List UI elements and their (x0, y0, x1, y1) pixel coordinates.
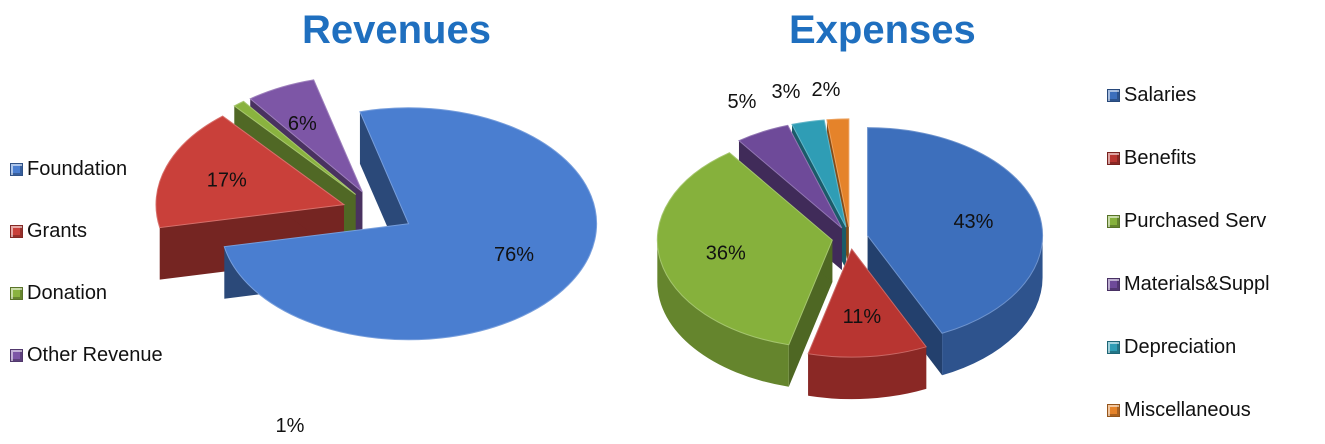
revenues-data-label-other-revenue: 6% (288, 113, 317, 135)
expenses-data-label-benefits: 11% (843, 306, 882, 328)
expenses-data-label-miscellaneous: 2% (812, 79, 841, 101)
expenses-data-label-materials-suppl: 5% (728, 91, 757, 113)
expenses-slice-benefits (807, 248, 928, 400)
revenues-legend-item-other-revenue: Other Revenue (10, 344, 163, 367)
revenues-legend-label-donation: Donation (27, 282, 108, 304)
expenses-legend-label-miscellaneous: Miscellaneous (1124, 399, 1251, 421)
revenues-legend-swatch-other-revenue (10, 349, 23, 362)
expenses-legend-swatch-benefits (1107, 152, 1120, 165)
expenses-legend-item-salaries: Salaries (1107, 84, 1196, 107)
expenses-legend-item-materials-suppl: Materials&Suppl (1107, 273, 1270, 296)
expenses-legend-label-materials-suppl: Materials&Suppl (1124, 273, 1270, 295)
expenses-legend-label-benefits: Benefits (1124, 147, 1197, 169)
expenses-legend-label-depreciation: Depreciation (1124, 336, 1237, 358)
expenses-legend-item-miscellaneous: Miscellaneous (1107, 399, 1251, 422)
revenues-legend-swatch-donation (10, 287, 23, 300)
revenues-slice-foundation (223, 107, 598, 341)
revenues-data-label-foundation: 76% (494, 244, 534, 266)
expenses-legend-swatch-salaries (1107, 89, 1120, 102)
revenues-legend-label-other-revenue: Other Revenue (27, 344, 163, 366)
revenues-legend-label-foundation: Foundation (27, 158, 128, 180)
expenses-slice-salaries (867, 127, 1044, 376)
expenses-legend-swatch-depreciation (1107, 341, 1120, 354)
expenses-slice-purchased-serv (656, 152, 833, 387)
expenses-data-label-salaries: 43% (953, 211, 993, 233)
revenues-legend-item-donation: Donation (10, 282, 107, 305)
expenses-legend-swatch-materials-suppl (1107, 278, 1120, 291)
expenses-legend-item-benefits: Benefits (1107, 147, 1196, 170)
expenses-data-label-depreciation: 3% (772, 81, 801, 103)
expenses-data-label-purchased-serv: 36% (706, 243, 746, 265)
revenues-chart-title: Revenues (302, 8, 491, 52)
revenues-legend-item-grants: Grants (10, 220, 87, 243)
expenses-legend-label-purchased-serv: Purchased Serv (1124, 210, 1267, 232)
expenses-legend-item-purchased-serv: Purchased Serv (1107, 210, 1266, 233)
expenses-legend-label-salaries: Salaries (1124, 84, 1197, 106)
expenses-chart-title: Expenses (789, 8, 976, 52)
revenues-legend-swatch-foundation (10, 163, 23, 176)
revenues-data-label-grants: 17% (207, 169, 247, 191)
revenues-legend-item-foundation: Foundation (10, 158, 127, 181)
revenues-legend-swatch-grants (10, 225, 23, 238)
revenues-legend-label-grants: Grants (27, 220, 88, 242)
revenues-data-label-donation: 1% (276, 415, 305, 437)
expenses-legend-swatch-miscellaneous (1107, 404, 1120, 417)
expenses-legend-swatch-purchased-serv (1107, 215, 1120, 228)
expenses-legend-item-depreciation: Depreciation (1107, 336, 1236, 359)
